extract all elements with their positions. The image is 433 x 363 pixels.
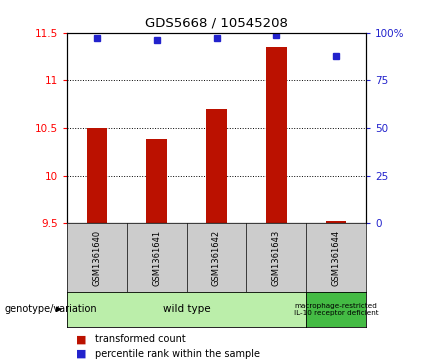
Text: GDS5668 / 10545208: GDS5668 / 10545208: [145, 16, 288, 29]
Text: ■: ■: [76, 349, 86, 359]
Text: transformed count: transformed count: [95, 334, 186, 344]
Bar: [266, 47, 287, 223]
Text: GSM1361643: GSM1361643: [272, 230, 281, 286]
Text: GSM1361641: GSM1361641: [152, 230, 161, 286]
Text: macrophage-restricted
IL-10 receptor deficient: macrophage-restricted IL-10 receptor def…: [294, 303, 378, 316]
Bar: [87, 128, 107, 223]
Text: GSM1361640: GSM1361640: [93, 230, 101, 286]
Text: GSM1361642: GSM1361642: [212, 230, 221, 286]
Text: ■: ■: [76, 334, 86, 344]
Text: GSM1361644: GSM1361644: [332, 230, 340, 286]
Text: wild type: wild type: [163, 305, 210, 314]
Text: genotype/variation: genotype/variation: [4, 304, 97, 314]
Bar: [146, 139, 167, 223]
Bar: [206, 109, 227, 223]
Text: percentile rank within the sample: percentile rank within the sample: [95, 349, 260, 359]
Bar: [326, 221, 346, 223]
